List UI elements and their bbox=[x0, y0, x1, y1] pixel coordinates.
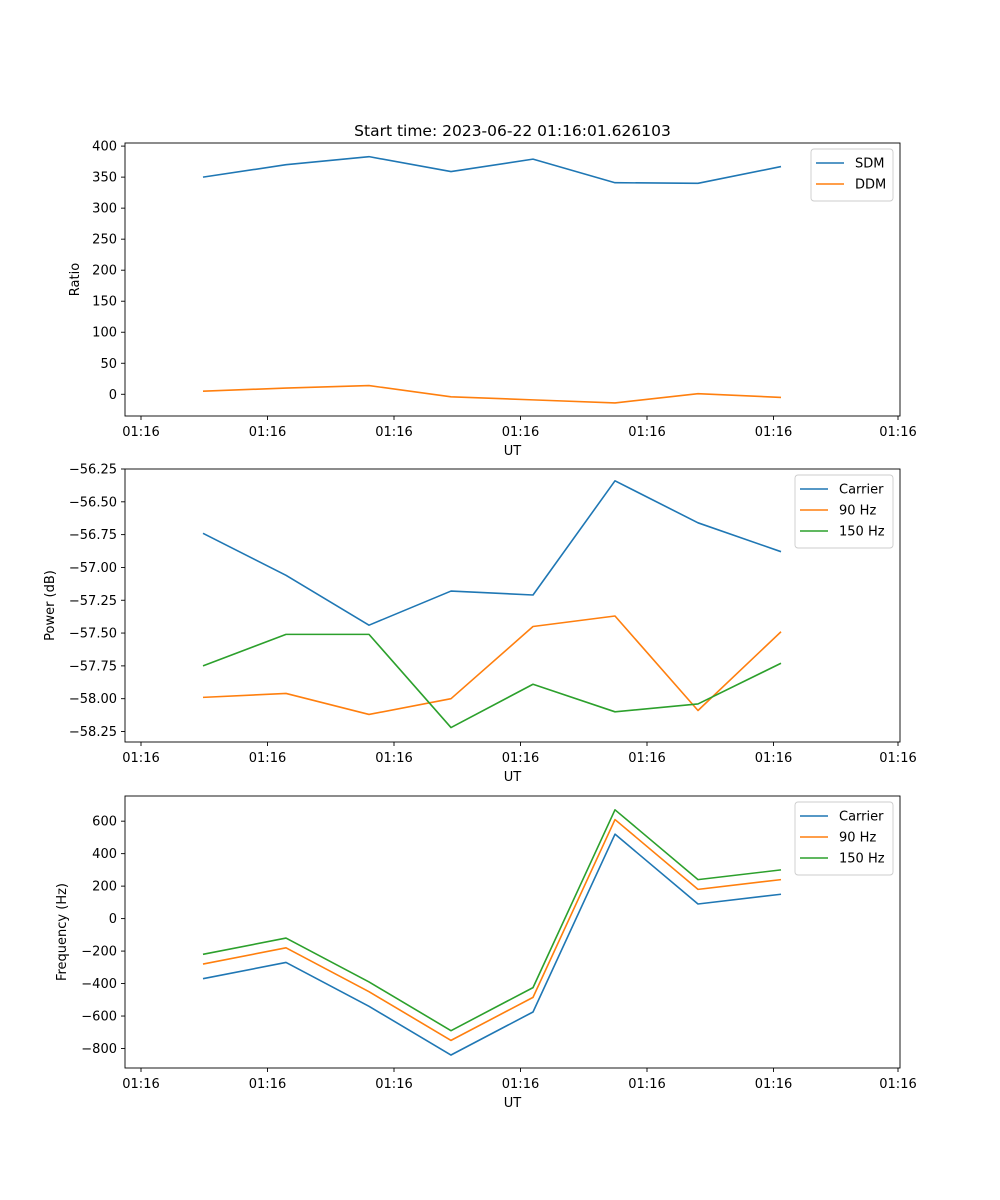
axes-frame bbox=[124, 468, 901, 743]
y-tick-label: 400 bbox=[92, 140, 117, 155]
y-tick-label: −400 bbox=[81, 977, 117, 992]
power-subplot: 01:16 01:16 01:16 01:16 01:16 01:16 01:16 −58.2… bbox=[43, 463, 917, 786]
y-tick-label: −57.00 bbox=[69, 561, 117, 576]
y-tick-label: −800 bbox=[81, 1042, 117, 1057]
x-tick-label: 01:16 bbox=[375, 1077, 412, 1092]
series-line-150-hz bbox=[202, 633, 782, 729]
y-tick-label: 350 bbox=[92, 171, 117, 186]
legend-box bbox=[794, 474, 894, 549]
legend-label: 150 Hz bbox=[839, 852, 885, 867]
x-tick-label: 01:16 bbox=[249, 1077, 286, 1092]
x-axis-label: UT bbox=[504, 770, 522, 785]
figure-title: Start time: 2023-06-22 01:16:01.626103 bbox=[354, 122, 671, 140]
y-tick-label: −58.25 bbox=[69, 725, 117, 740]
x-tick-label: 01:16 bbox=[502, 425, 539, 440]
series-line-ddm bbox=[202, 384, 782, 404]
legend: Carrier 90 Hz 150 Hz bbox=[794, 474, 894, 549]
y-tick-label: −57.75 bbox=[69, 659, 117, 674]
y-tick-label: −57.50 bbox=[69, 627, 117, 642]
legend-label: DDM bbox=[855, 178, 886, 193]
y-tick-label: 200 bbox=[92, 264, 117, 279]
series-line-sdm bbox=[202, 155, 782, 185]
x-axis-label: UT bbox=[504, 1096, 522, 1111]
ratio-subplot: 01:16 01:16 01:16 01:16 01:16 01:16 01:16 0 50 10… bbox=[68, 140, 917, 459]
x-tick-label: 01:16 bbox=[502, 1077, 539, 1092]
y-tick-label: −600 bbox=[81, 1010, 117, 1025]
y-tick-label: −56.50 bbox=[69, 495, 117, 510]
y-axis-label: Frequency (Hz) bbox=[55, 883, 70, 981]
y-tick-label: −57.25 bbox=[69, 594, 117, 609]
series-line-carrier bbox=[202, 833, 782, 1056]
x-axis-label: UT bbox=[504, 444, 522, 459]
y-tick-label: −200 bbox=[81, 945, 117, 960]
series-line-90-hz bbox=[202, 615, 782, 716]
axes-frame bbox=[124, 795, 901, 1069]
x-tick-label: 01:16 bbox=[879, 425, 916, 440]
y-tick-label: 250 bbox=[92, 233, 117, 248]
y-axis-label: Power (dB) bbox=[43, 570, 58, 641]
legend: SDM DDM bbox=[810, 148, 894, 202]
legend-label: 90 Hz bbox=[839, 831, 876, 846]
legend-label: Carrier bbox=[839, 483, 884, 498]
y-tick-label: 100 bbox=[92, 326, 117, 341]
legend-box bbox=[794, 801, 894, 876]
y-axis-label: Ratio bbox=[68, 263, 83, 296]
y-tick-label: 150 bbox=[92, 295, 117, 310]
x-tick-label: 01:16 bbox=[628, 751, 665, 766]
x-tick-label: 01:16 bbox=[249, 751, 286, 766]
y-tick-label: 0 bbox=[109, 912, 117, 927]
x-tick-label: 01:16 bbox=[375, 751, 412, 766]
x-tick-label: 01:16 bbox=[755, 425, 792, 440]
x-tick-label: 01:16 bbox=[122, 425, 159, 440]
x-tick-label: 01:16 bbox=[502, 751, 539, 766]
x-tick-label: 01:16 bbox=[375, 425, 412, 440]
x-tick-label: 01:16 bbox=[122, 751, 159, 766]
y-tick-label: 300 bbox=[92, 202, 117, 217]
legend: Carrier 90 Hz 150 Hz bbox=[794, 801, 894, 876]
y-tick-label: 0 bbox=[109, 388, 117, 403]
legend-box bbox=[810, 148, 894, 202]
y-tick-label: −58.00 bbox=[69, 692, 117, 707]
y-tick-label: −56.75 bbox=[69, 528, 117, 543]
series-line-90-hz bbox=[202, 818, 782, 1042]
x-tick-label: 01:16 bbox=[755, 1077, 792, 1092]
x-tick-label: 01:16 bbox=[879, 751, 916, 766]
legend-label: SDM bbox=[855, 157, 884, 172]
legend-label: 150 Hz bbox=[839, 525, 885, 540]
legend-label: 90 Hz bbox=[839, 504, 876, 519]
y-tick-label: 600 bbox=[92, 815, 117, 830]
x-tick-label: 01:16 bbox=[628, 1077, 665, 1092]
x-tick-label: 01:16 bbox=[122, 1077, 159, 1092]
x-tick-label: 01:16 bbox=[628, 425, 665, 440]
legend-label: Carrier bbox=[839, 810, 884, 825]
y-tick-label: 200 bbox=[92, 880, 117, 895]
x-tick-label: 01:16 bbox=[249, 425, 286, 440]
x-tick-label: 01:16 bbox=[879, 1077, 916, 1092]
y-tick-label: 50 bbox=[100, 357, 117, 372]
frequency-subplot: 01:16 01:16 01:16 01:16 01:16 01:16 01:16 −800 −… bbox=[55, 795, 917, 1111]
series-line-carrier bbox=[202, 480, 782, 626]
y-tick-label: 400 bbox=[92, 847, 117, 862]
x-tick-label: 01:16 bbox=[755, 751, 792, 766]
series-line-150-hz bbox=[202, 808, 782, 1032]
axes-frame bbox=[124, 142, 901, 417]
y-tick-label: −56.25 bbox=[69, 463, 117, 478]
